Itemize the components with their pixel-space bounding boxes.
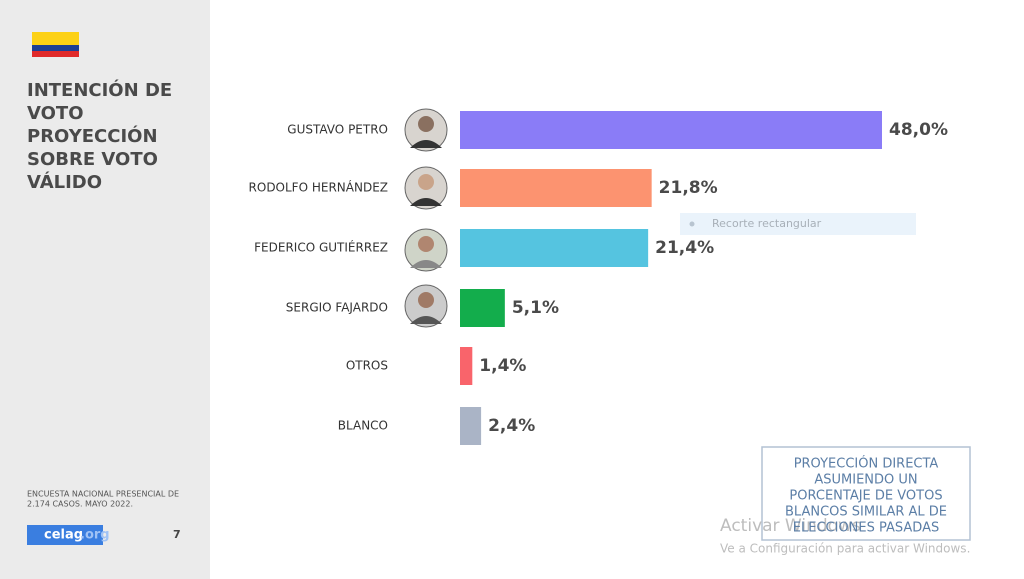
- logo-suffix: .org: [80, 528, 110, 543]
- flag: [32, 32, 79, 57]
- category-label: SERGIO FAJARDO: [286, 301, 388, 315]
- bar: [460, 407, 482, 445]
- bar: [460, 347, 473, 385]
- value-label: 48,0%: [889, 120, 948, 140]
- category-label: RODOLFO HERNÁNDEZ: [249, 180, 388, 195]
- value-label: 21,8%: [659, 178, 718, 198]
- bar: [460, 111, 882, 149]
- sidebar: [0, 0, 210, 579]
- note-text: BLANCOS SIMILAR AL DE: [785, 505, 947, 520]
- note-text: PROYECCIÓN DIRECTA: [794, 456, 939, 472]
- watermark-title: Activar Windows: [720, 516, 861, 536]
- value-label: 1,4%: [479, 356, 526, 376]
- logo: celag: [44, 528, 83, 543]
- watermark-text: Ve a Configuración para activar Windows.: [720, 542, 970, 556]
- chart-title: SOBRE VOTO: [27, 149, 158, 170]
- chart-title: PROYECCIÓN: [27, 125, 158, 147]
- snip-icon: [689, 221, 695, 227]
- bar: [460, 169, 652, 207]
- chart-title: VÁLIDO: [27, 171, 102, 193]
- source-note: ENCUESTA NACIONAL PRESENCIAL DE: [27, 490, 179, 499]
- note-text: ASUMIENDO UN: [814, 473, 917, 488]
- snip-label: Recorte rectangular: [712, 217, 822, 230]
- category-label: BLANCO: [338, 419, 388, 433]
- note-box: [761, 446, 971, 541]
- page-number: 7: [173, 528, 181, 541]
- value-label: 21,4%: [655, 238, 714, 258]
- value-label: 5,1%: [512, 298, 559, 318]
- candidate-photos: [404, 108, 448, 328]
- bar: [460, 229, 649, 267]
- logo-box: [27, 525, 103, 545]
- note-text: PORCENTAJE DE VOTOS: [789, 489, 942, 504]
- category-label: GUSTAVO PETRO: [287, 123, 388, 137]
- chart-title: VOTO: [27, 103, 84, 124]
- value-label: 2,4%: [488, 416, 535, 436]
- category-label: FEDERICO GUTIÉRREZ: [254, 240, 388, 255]
- source-note: 2.174 CASOS. MAYO 2022.: [27, 500, 133, 509]
- chart-title: INTENCIÓN DE: [27, 79, 172, 101]
- category-label: OTROS: [346, 359, 388, 373]
- snip-overlay: [680, 213, 916, 235]
- note-text: ELECCIONES PASADAS: [793, 521, 939, 536]
- bar: [460, 289, 505, 327]
